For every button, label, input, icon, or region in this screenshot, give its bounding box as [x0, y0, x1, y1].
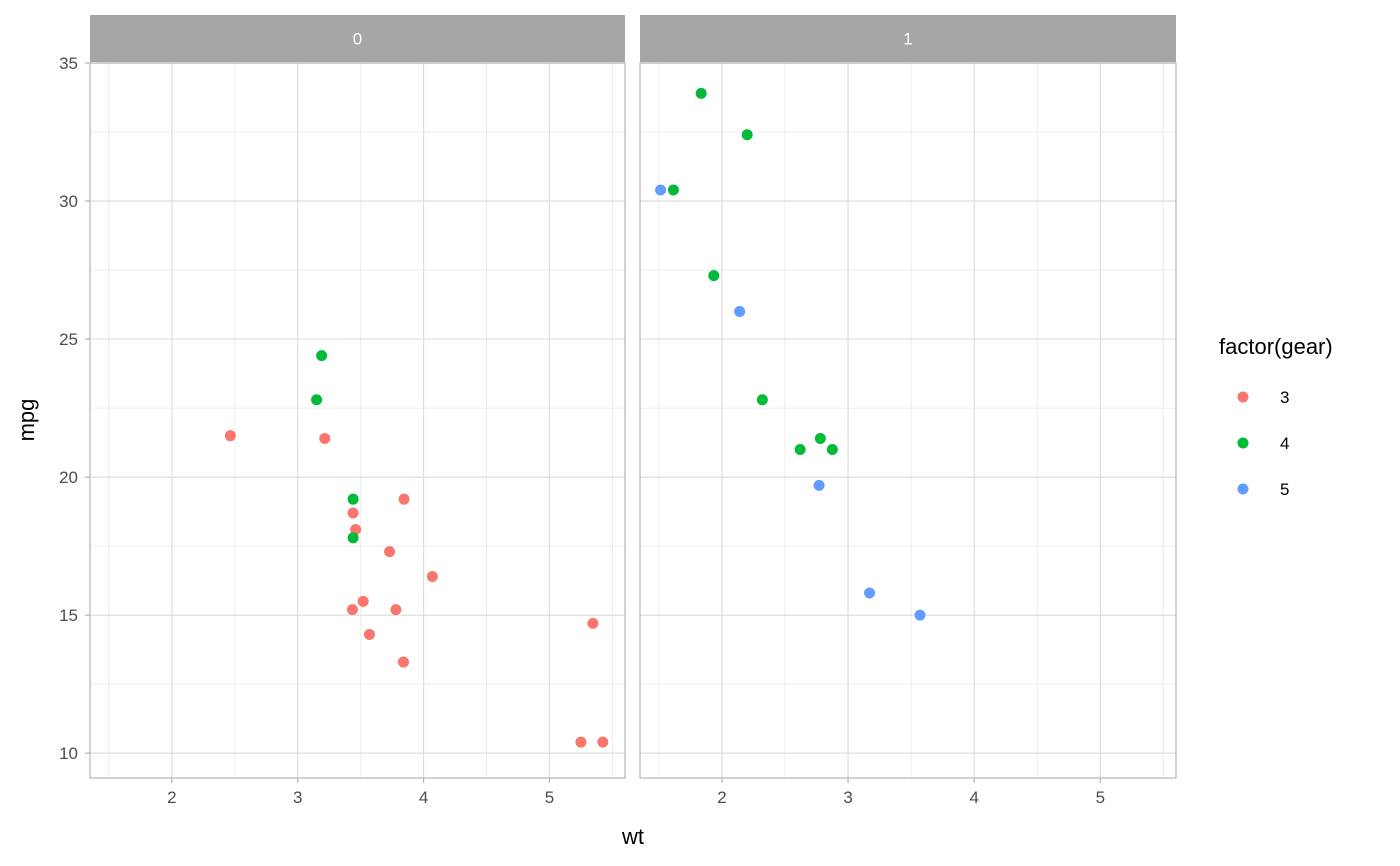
- data-point-gear-3: [350, 524, 362, 536]
- data-point-gear-5: [813, 479, 825, 491]
- data-point-gear-3: [384, 546, 396, 558]
- x-tick-label: 5: [545, 788, 554, 807]
- data-point-gear-3: [346, 604, 358, 616]
- legend-label: 4: [1280, 434, 1289, 453]
- y-axis-title: mpg: [14, 399, 39, 442]
- data-point-gear-4: [814, 432, 826, 444]
- facet-strip: [90, 15, 625, 62]
- legend-key-gear-3: [1237, 391, 1249, 403]
- panel-border: [89, 62, 626, 779]
- data-point-gear-3: [397, 656, 409, 668]
- x-tick-label: 3: [293, 788, 302, 807]
- facet-strip-label: 1: [903, 30, 912, 49]
- data-point-gear-5: [914, 609, 926, 621]
- facet-strip-label: 0: [353, 30, 362, 49]
- legend-title: factor(gear): [1219, 334, 1333, 359]
- y-tick-label: 35: [59, 54, 78, 73]
- x-tick-label: 2: [167, 788, 176, 807]
- data-point-gear-5: [864, 587, 876, 599]
- data-point-gear-4: [316, 350, 328, 362]
- data-point-gear-3: [587, 617, 599, 629]
- data-point-gear-3: [347, 507, 359, 519]
- x-tick-label: 4: [969, 788, 978, 807]
- data-point-gear-4: [741, 129, 753, 141]
- y-tick-label: 30: [59, 192, 78, 211]
- data-point-gear-4: [756, 394, 768, 406]
- data-point-gear-3: [319, 432, 331, 444]
- data-point-gear-4: [708, 270, 720, 282]
- data-point-gear-3: [426, 570, 438, 582]
- x-axis-title: wt: [621, 824, 644, 849]
- legend: factor(gear) 3 4 5: [1219, 334, 1333, 499]
- data-point-gear-4: [667, 184, 679, 196]
- data-point-gear-5: [655, 184, 667, 196]
- data-point-gear-4: [695, 87, 707, 99]
- data-point-gear-4: [794, 443, 806, 455]
- legend-items: 3 4 5: [1237, 388, 1289, 499]
- y-tick-label: 20: [59, 468, 78, 487]
- x-tick-label: 2: [717, 788, 726, 807]
- data-point-gear-3: [575, 736, 587, 748]
- facet-panel-0: 0: [89, 15, 626, 779]
- facet-strip: [640, 15, 1176, 62]
- x-tick-label: 4: [419, 788, 428, 807]
- y-axis: 10 15 20 25 30 35: [59, 54, 90, 763]
- data-point-gear-4: [311, 394, 323, 406]
- y-tick-label: 15: [59, 606, 78, 625]
- y-tick-label: 10: [59, 744, 78, 763]
- data-point-gear-3: [363, 628, 375, 640]
- legend-label: 3: [1280, 388, 1289, 407]
- data-point-gear-3: [224, 430, 236, 442]
- x-tick-label: 3: [843, 788, 852, 807]
- data-point-gear-3: [398, 493, 410, 505]
- x-tick-label: 5: [1096, 788, 1105, 807]
- data-point-gear-3: [390, 604, 402, 616]
- panel-border: [639, 62, 1177, 779]
- facet-panel-1: 1: [639, 15, 1177, 779]
- legend-key-gear-5: [1237, 483, 1249, 495]
- y-tick-label: 25: [59, 330, 78, 349]
- x-axes: 2 3 4 5 2 3 4 5: [167, 778, 1105, 807]
- data-point-gear-4: [347, 532, 359, 544]
- legend-label: 5: [1280, 480, 1289, 499]
- data-point-gear-4: [347, 493, 359, 505]
- data-point-gear-5: [734, 305, 746, 317]
- legend-key-gear-4: [1237, 437, 1249, 449]
- data-point-gear-3: [357, 595, 369, 607]
- data-point-gear-4: [826, 443, 838, 455]
- data-point-gear-3: [597, 736, 609, 748]
